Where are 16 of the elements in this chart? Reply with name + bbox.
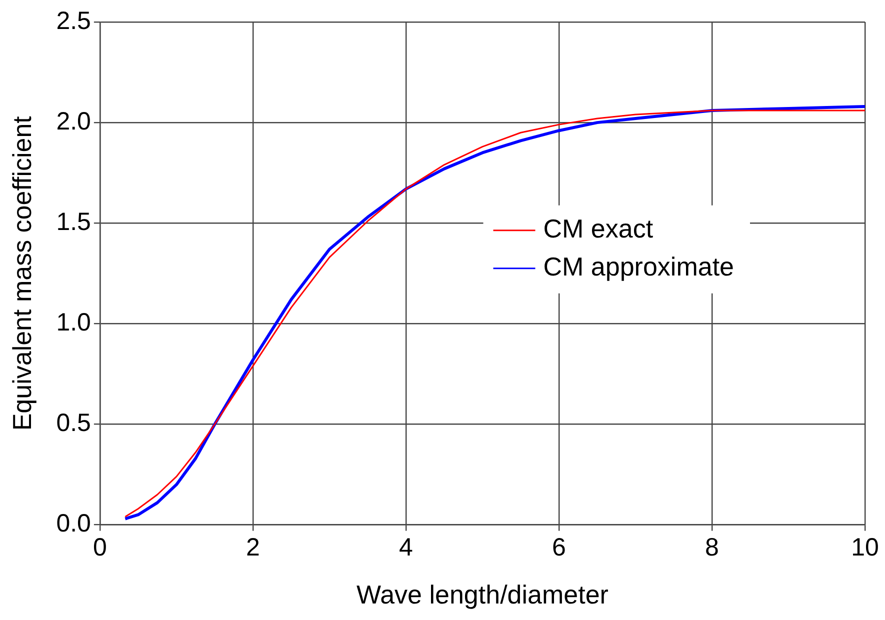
x-tick-label: 10 bbox=[851, 534, 879, 562]
y-tick-label: 1.5 bbox=[56, 208, 91, 236]
y-tick-label: 2.5 bbox=[56, 6, 91, 35]
y-tick-label: 0.0 bbox=[56, 510, 91, 538]
x-tick-label: 8 bbox=[705, 534, 719, 562]
x-tick-label: 4 bbox=[399, 534, 414, 562]
x-tick-label: 2 bbox=[246, 534, 260, 562]
x-axis-title: Wave length/diameter bbox=[356, 580, 609, 610]
y-tick-label: 0.5 bbox=[56, 409, 91, 438]
y-tick-label: 1.0 bbox=[56, 308, 91, 337]
x-tick-label: 6 bbox=[552, 534, 566, 562]
x-tick-label: 0 bbox=[93, 534, 107, 562]
legend-label: CM exact bbox=[543, 214, 654, 244]
y-tick-label: 2.0 bbox=[56, 107, 91, 136]
y-axis-title: Equivalent mass coefficient bbox=[6, 115, 37, 431]
legend-label: CM approximate bbox=[543, 252, 734, 282]
